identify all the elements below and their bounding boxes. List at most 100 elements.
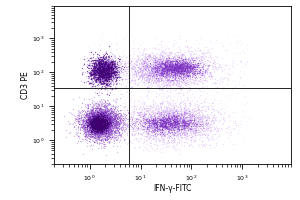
Point (113, 138, 118, 142)
Point (188, 68, 193, 71)
Point (184, 63, 189, 66)
Point (144, 74, 149, 77)
Point (173, 66, 178, 69)
Point (96, 125, 101, 128)
Point (186, 120, 191, 123)
Point (92, 123, 97, 127)
Point (102, 75, 107, 78)
Point (147, 85, 152, 89)
Point (86, 74, 91, 78)
Point (171, 67, 176, 71)
Point (98, 120, 103, 123)
Point (167, 82, 172, 85)
Point (191, 128, 196, 131)
Point (97, 122, 102, 125)
Point (103, 76, 108, 79)
Point (167, 114, 172, 117)
Point (107, 59, 112, 62)
Point (100, 72, 105, 75)
Point (170, 82, 175, 85)
Point (138, 61, 143, 65)
Point (186, 66, 191, 69)
Point (103, 123, 108, 126)
Point (110, 66, 115, 69)
Point (91, 120, 96, 123)
Point (187, 112, 192, 115)
Point (233, 85, 238, 88)
Point (167, 84, 172, 87)
Point (174, 67, 179, 70)
Point (147, 123, 152, 127)
Point (176, 125, 180, 129)
Point (172, 116, 177, 119)
Point (104, 69, 109, 73)
Point (117, 57, 122, 60)
Point (133, 67, 138, 70)
Point (124, 64, 128, 67)
Point (92, 64, 96, 67)
Point (106, 71, 111, 74)
Point (112, 76, 117, 79)
Point (177, 82, 182, 86)
Point (97, 72, 101, 75)
Point (102, 74, 107, 77)
Point (207, 58, 212, 61)
Point (225, 137, 230, 140)
Point (178, 69, 183, 72)
Point (167, 64, 172, 67)
Point (92, 121, 97, 124)
Point (164, 128, 169, 131)
Point (159, 126, 164, 129)
Point (212, 120, 217, 123)
Point (178, 111, 183, 114)
Point (181, 64, 185, 67)
Point (185, 119, 190, 123)
Point (106, 68, 111, 71)
Point (93, 101, 98, 104)
Point (172, 66, 177, 69)
Point (182, 120, 187, 123)
Point (101, 63, 106, 67)
Point (111, 66, 116, 69)
Point (181, 111, 185, 114)
Point (142, 117, 147, 120)
Point (96, 65, 100, 69)
Point (99, 77, 104, 80)
Point (110, 83, 115, 86)
Point (110, 132, 115, 135)
Point (104, 61, 109, 64)
Point (110, 68, 115, 71)
Point (103, 79, 108, 82)
Point (96, 119, 101, 122)
Point (93, 125, 98, 128)
Point (90, 73, 94, 76)
Point (102, 103, 107, 106)
Point (175, 63, 179, 66)
Point (105, 66, 110, 69)
Point (123, 84, 128, 87)
Point (195, 106, 200, 109)
Point (175, 70, 179, 73)
Point (184, 121, 189, 124)
Point (104, 67, 109, 70)
Point (97, 123, 101, 126)
Point (179, 72, 184, 76)
Point (184, 60, 189, 63)
Point (94, 66, 98, 69)
Point (98, 126, 103, 129)
Point (106, 70, 110, 73)
Point (100, 114, 105, 118)
Point (96, 112, 101, 115)
Point (144, 65, 148, 68)
Point (91, 123, 96, 126)
Point (158, 63, 163, 66)
Point (100, 124, 104, 127)
Point (87, 109, 92, 113)
Point (94, 126, 99, 129)
Point (174, 75, 178, 78)
Point (104, 122, 109, 125)
Point (102, 117, 107, 120)
Point (106, 117, 111, 120)
Point (158, 130, 162, 133)
Point (93, 109, 98, 113)
